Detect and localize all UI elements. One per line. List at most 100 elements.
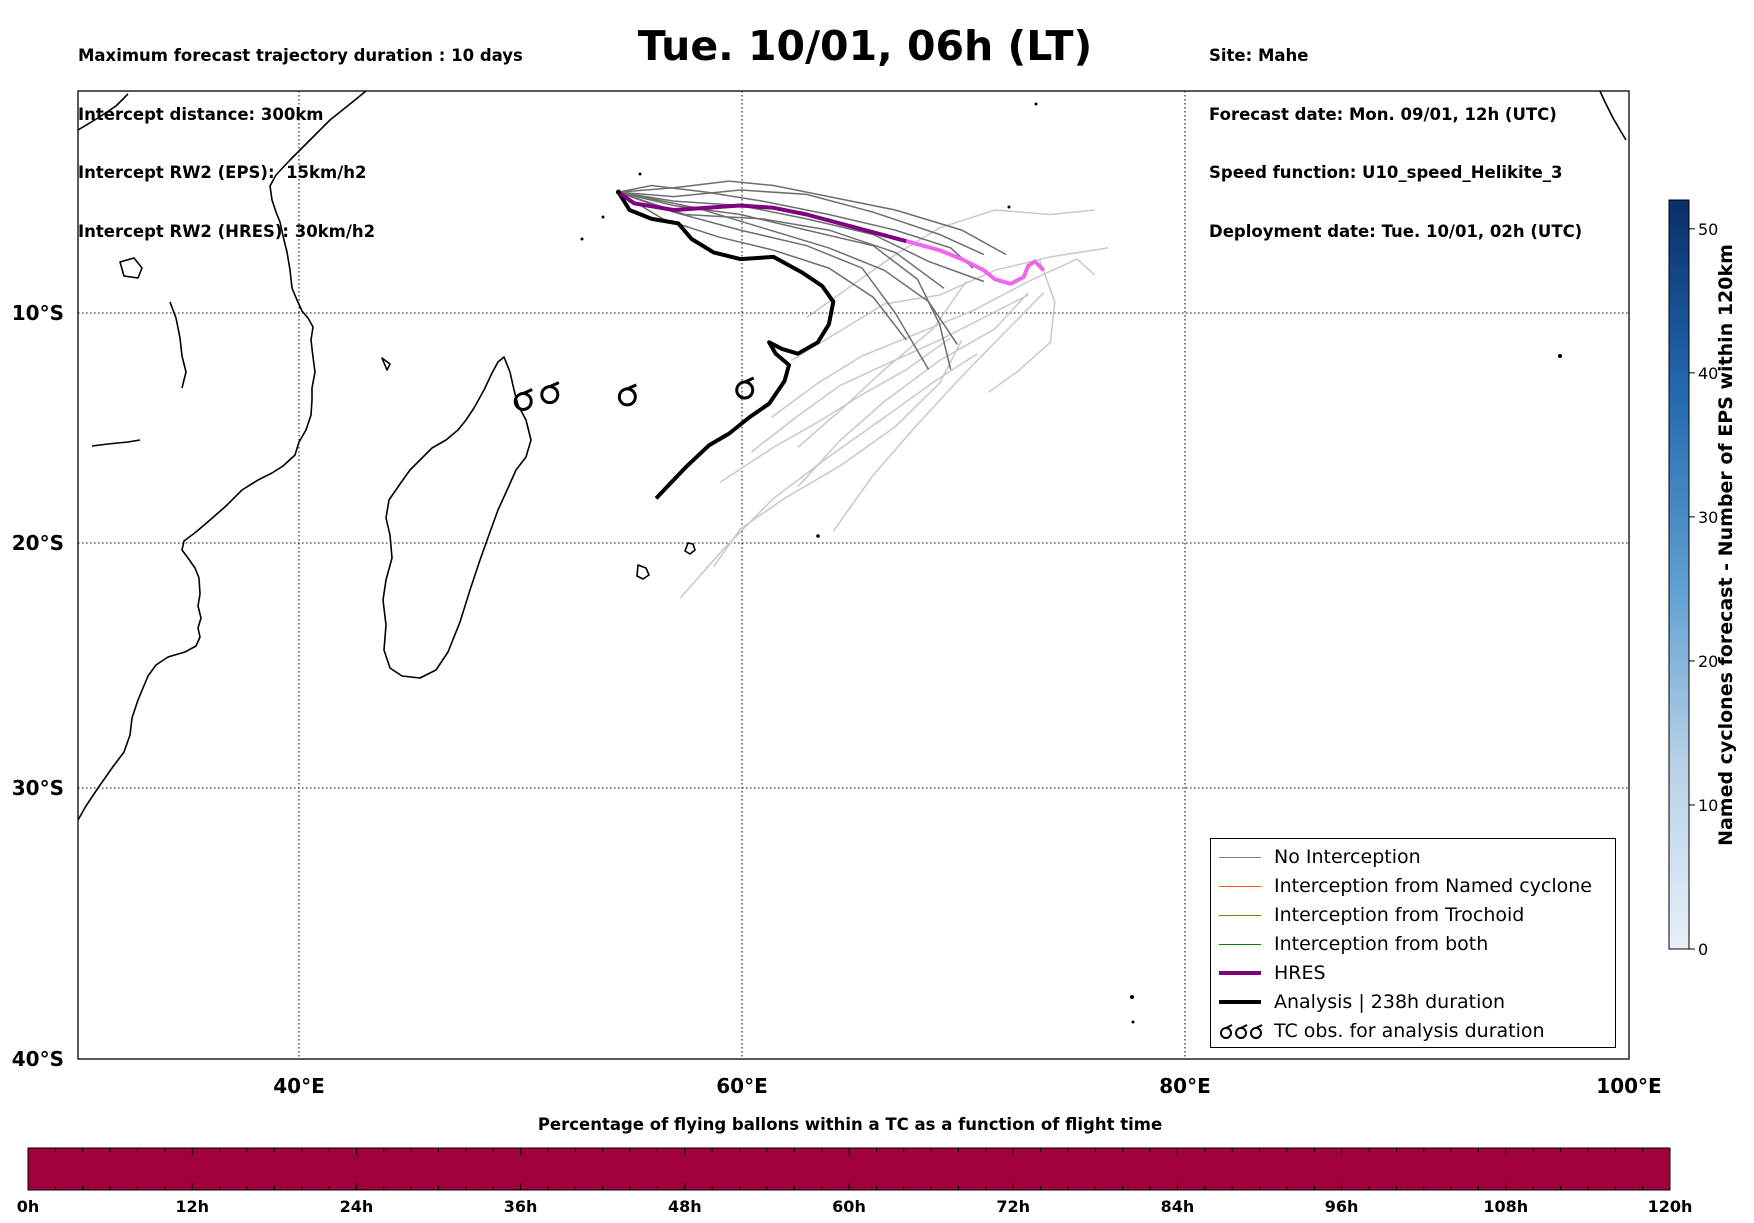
ensemble-track-no-interception	[618, 184, 974, 269]
ensemble-track-no-interception	[618, 180, 1007, 256]
bottom-colorbar-tick-label: 12h	[175, 1197, 209, 1216]
lon-label: 80°E	[1159, 1074, 1211, 1098]
legend-label: Interception from Trochoid	[1274, 904, 1525, 926]
bottom-colorbar-tick-label: 24h	[340, 1197, 374, 1216]
header-right-line: Forecast date: Mon. 09/01, 12h (UTC)	[1209, 104, 1557, 124]
bottom-colorbar-tick-label: 36h	[504, 1197, 538, 1216]
legend-label: Analysis | 238h duration	[1274, 991, 1506, 1013]
ensemble-track-no-interception	[618, 191, 907, 341]
coastlines	[78, 91, 1627, 1024]
right-colorbar-tick-label: 40	[1698, 364, 1718, 383]
right-colorbar-tick-label: 20	[1698, 652, 1718, 671]
legend-item-trochoid: Interception from Trochoid	[1211, 901, 1615, 930]
lake-victoria	[119, 257, 143, 279]
bottom-colorbar-title: Percentage of flying ballons within a TC…	[537, 1115, 1163, 1134]
ensemble-track	[770, 258, 1096, 419]
lake-tanganyika	[169, 301, 187, 389]
gridlines	[78, 91, 1629, 1059]
ensemble-track	[679, 353, 978, 599]
tc-obs-marker	[617, 383, 637, 407]
bottom-colorbar-tick-label: 108h	[1483, 1197, 1528, 1216]
islet	[1034, 102, 1038, 106]
site-marker	[615, 189, 621, 195]
map-frame	[77, 90, 1630, 1060]
header-left-info: Maximum forecast trajectory duration : 1…	[78, 7, 523, 261]
header-left-line: Intercept RW2 (EPS): 15km/h2	[78, 163, 367, 182]
ensemble-track	[987, 258, 1056, 393]
ensemble-track-no-interception	[618, 191, 985, 283]
legend-label: Interception from both	[1274, 933, 1489, 955]
legend-label: HRES	[1274, 962, 1326, 984]
tc-symbol-icon	[1220, 1024, 1263, 1039]
hres-track-layer	[615, 189, 1046, 286]
islet	[1131, 1020, 1135, 1024]
ensemble-track	[797, 281, 967, 448]
bottom-colorbar-tick-label: 120h	[1648, 1197, 1693, 1216]
legend-item-both: Interception from both	[1211, 930, 1615, 959]
ensemble-track	[806, 209, 1095, 319]
bottom-colorbar-tick-label: 72h	[996, 1197, 1030, 1216]
bottom-colorbar-tick-label: 84h	[1161, 1197, 1195, 1216]
lake-malawi	[91, 439, 141, 447]
legend-item-no-interception: No Interception	[1211, 843, 1615, 872]
lat-label: 30°S	[12, 776, 64, 800]
ensemble-track-no-interception	[618, 191, 930, 370]
right-colorbar-title: Named cyclones forecast - Number of EPS …	[1715, 244, 1737, 846]
islet	[1007, 205, 1011, 209]
legend-item-tc-obs: TC obs. for analysis duration	[1211, 1017, 1615, 1046]
ensemble-track	[832, 292, 1045, 532]
lat-label: 40°S	[12, 1047, 64, 1071]
islet	[638, 172, 642, 176]
right-colorbar-tick-label: 0	[1698, 940, 1708, 959]
sri-lanka-fragment	[1599, 91, 1627, 141]
bottom-colorbar-tick-label: 0h	[17, 1197, 40, 1216]
islet	[1558, 354, 1562, 358]
ensemble-tracks	[618, 180, 1109, 599]
bottom-colorbar: 0h 12h 24h 36h 48h 60h 72h 84h 96h 108h 120h	[17, 1147, 1693, 1216]
header-right-line: Speed function: U10_speed_Helikite_3	[1209, 163, 1563, 182]
lon-label: 40°E	[273, 1074, 325, 1098]
header-left-line: Intercept RW2 (HRES): 30km/h2	[78, 221, 376, 241]
right-colorbar-tick-label: 10	[1698, 796, 1718, 815]
hres-track-late	[905, 239, 1046, 286]
islet	[816, 534, 820, 538]
hres-track-early	[617, 190, 907, 244]
lon-label: 100°E	[1596, 1074, 1661, 1098]
tc-obs-marker	[513, 388, 533, 411]
bottom-colorbar-tick-label: 96h	[1325, 1197, 1359, 1216]
header-left-line: Intercept distance: 300km	[78, 104, 324, 124]
header-right-line: Site: Mahe	[1209, 46, 1309, 65]
mascarene-island	[636, 564, 650, 580]
ensemble-track	[797, 292, 1029, 488]
lat-labels: 10°S 20°S 30°S 40°S	[12, 301, 64, 1071]
ne-coast	[78, 93, 129, 131]
right-colorbar-tick-label: 30	[1698, 508, 1718, 527]
analysis-track-layer	[616, 191, 836, 500]
legend-swatch	[1219, 944, 1261, 945]
ensemble-track	[790, 247, 1109, 362]
islet	[580, 237, 584, 241]
madagascar-coastline	[382, 356, 532, 679]
right-colorbar-fill	[1668, 199, 1690, 950]
comoros-island	[381, 357, 391, 371]
ensemble-track	[713, 339, 963, 568]
ensemble-track	[719, 337, 952, 483]
header-left-line: Maximum forecast trajectory duration : 1…	[78, 46, 523, 65]
right-colorbar-tick-label: 50	[1698, 220, 1718, 239]
main-title: Tue. 10/01, 06h (LT)	[637, 22, 1093, 70]
lon-labels: 40°E 60°E 80°E 100°E	[273, 1074, 1661, 1098]
ensemble-track-no-interception	[618, 189, 985, 256]
legend: No Interception Interception from Named …	[1210, 838, 1616, 1048]
legend-swatch	[1219, 915, 1261, 916]
bottom-colorbar-tick-label: 60h	[832, 1197, 866, 1216]
lon-label: 60°E	[716, 1074, 768, 1098]
africa-coastline	[78, 91, 367, 821]
tc-obs-marker	[540, 381, 560, 405]
islet	[601, 215, 605, 219]
legend-swatch	[1219, 1000, 1261, 1004]
legend-swatch	[1219, 971, 1261, 975]
legend-item-named-cyclone: Interception from Named cyclone	[1211, 872, 1615, 901]
lat-label: 20°S	[12, 531, 64, 555]
tc-obs-markers	[513, 376, 755, 411]
